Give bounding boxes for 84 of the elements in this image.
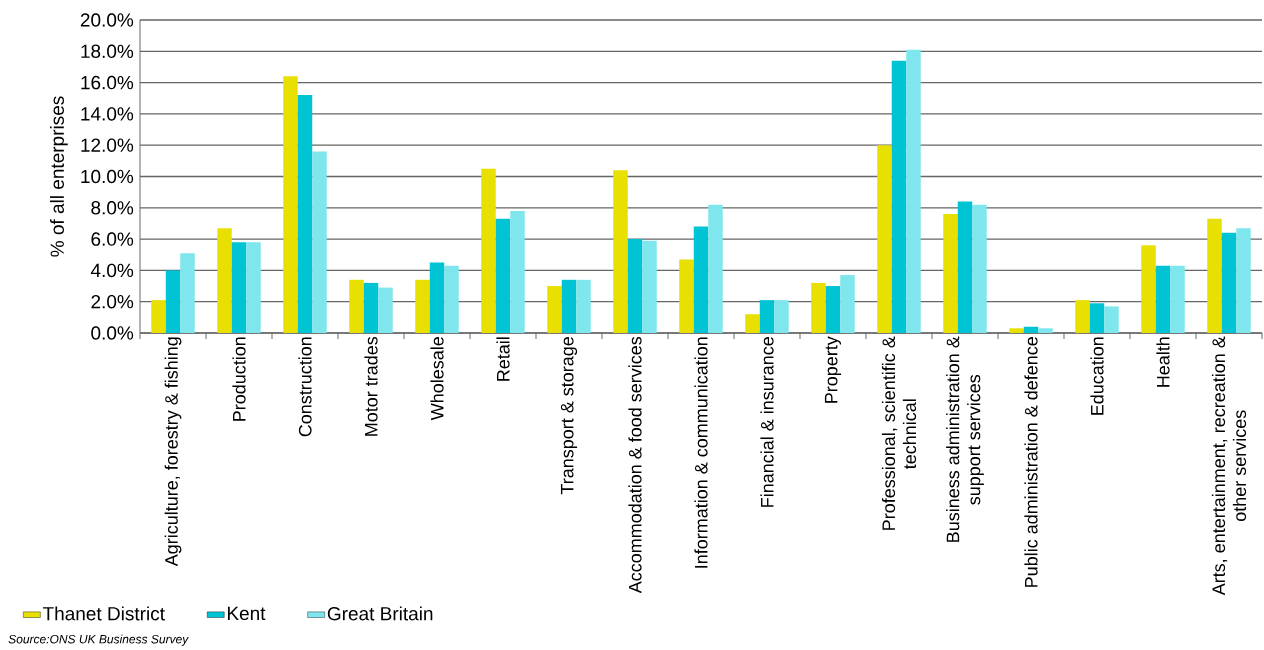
bar [811,282,826,333]
y-tick-label: 6.0% [91,232,134,246]
bar [627,239,643,333]
y-tick-label: 18.0% [81,44,134,59]
bar [231,242,247,333]
x-tick-label: Agriculture, forestry & fishing [164,337,182,567]
bar [708,204,723,333]
bar [481,168,496,333]
bar [1009,328,1024,333]
x-tick-label: Transport & storage [560,337,578,495]
bar [547,286,562,333]
x-tick-label: Wholesale [430,337,444,421]
bar [444,265,459,333]
bar [943,214,958,333]
bar [877,145,892,333]
bar [1207,218,1222,333]
x-tick-label: Property [824,336,842,403]
bar [246,242,261,333]
y-tick-label: 12.0% [81,138,134,152]
legend-label: Kent [227,606,266,621]
x-tick-label: Financial & insurance [760,337,774,507]
bar [495,218,511,333]
bar [363,282,379,333]
y-tick-label: 0.0% [91,326,134,340]
y-tick-label: 14.0% [81,107,134,121]
x-tick-label: Accommodation & food services [628,336,642,594]
bar [312,151,327,333]
bar [1141,245,1156,333]
y-tick-label: 10.0% [81,169,134,184]
bar [297,95,313,333]
bar [891,60,907,333]
y-tick-label: 2.0% [91,294,134,309]
bar [642,240,657,333]
bar [1023,326,1039,333]
bar [576,279,591,333]
y-tick-label: 8.0% [91,201,134,215]
bar [378,287,393,333]
bar [1155,265,1171,333]
x-tick-label: Business administration & support services [946,336,984,542]
bar [217,228,232,333]
bar [840,275,855,333]
x-tick-label: Arts, entertainment, recreation & other services [1211,336,1247,596]
x-tick-label: Motor trades [364,336,378,436]
bar [825,286,841,333]
legend-label: Thanet District [42,606,165,621]
bar [1038,328,1053,333]
bar [1089,303,1105,333]
bar [693,226,709,333]
y-tick-label: 20.0% [80,13,134,27]
legend-label: Great Britain [327,606,433,621]
y-tick-label: 16.0% [81,75,134,90]
x-tick-label: Education [1090,337,1104,415]
x-tick-label: Production [232,337,246,421]
bar [957,201,973,333]
y-tick-label: 4.0% [90,263,134,278]
bar [415,279,430,333]
bar [561,279,577,333]
bar [679,259,694,333]
source-note: Source:ONS UK Business Survey [8,634,189,646]
x-tick-label: Professional, scientific & technical [881,336,917,530]
bar [906,49,921,333]
bar [972,204,987,333]
bar [180,253,195,333]
bar [510,210,525,333]
bar [613,170,628,333]
bar [349,279,364,333]
bar [774,300,789,333]
bar [283,76,298,333]
bar [1170,265,1185,333]
bar [1104,306,1119,333]
bar [151,300,166,333]
x-tick-label: Health [1156,337,1170,387]
bar [1236,228,1251,333]
x-tick-label: Construction [298,337,312,437]
x-tick-label: Information & communication [694,337,708,568]
x-tick-label: Retail [496,337,510,381]
bar [1075,300,1090,333]
bar [1221,232,1237,333]
bar [429,262,445,333]
y-axis-title: % of all enterprises [50,96,68,257]
bar [165,270,181,333]
bar [745,314,760,333]
x-tick-label: Public administration & defence [1024,337,1038,587]
bar [759,300,775,333]
